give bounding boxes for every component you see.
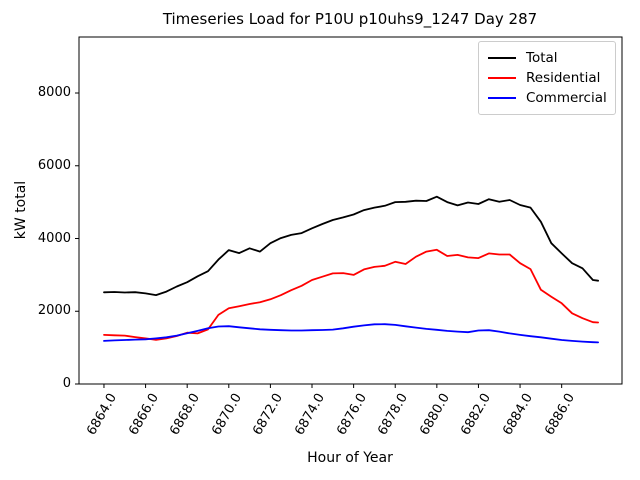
y-tick-label: 6000 bbox=[37, 157, 71, 173]
commercial-line bbox=[103, 323, 599, 344]
legend-label-commercial: Commercial bbox=[526, 90, 607, 106]
y-tick-label: 0 bbox=[62, 376, 71, 391]
total-line-swatch bbox=[488, 57, 516, 59]
legend-entry-residential: Residential bbox=[479, 68, 615, 88]
y-tick-label: 8000 bbox=[37, 85, 71, 100]
residential-line-swatch bbox=[488, 77, 516, 79]
axes-spines bbox=[78, 36, 623, 385]
y-tick-label: 2000 bbox=[37, 303, 71, 319]
legend: Total Residential Commercial bbox=[478, 41, 616, 115]
commercial-line-swatch bbox=[488, 97, 516, 99]
legend-entry-commercial: Commercial bbox=[479, 88, 615, 108]
total-line bbox=[103, 195, 599, 297]
chart-title: Timeseries Load for P10U p10uhs9_1247 Da… bbox=[162, 10, 538, 28]
legend-label-residential: Residential bbox=[526, 70, 601, 86]
y-tick-label: 4000 bbox=[37, 230, 71, 246]
legend-label-total: Total bbox=[526, 50, 558, 66]
x-axis-label: Hour of Year bbox=[307, 450, 393, 466]
legend-entry-total: Total bbox=[479, 48, 615, 68]
